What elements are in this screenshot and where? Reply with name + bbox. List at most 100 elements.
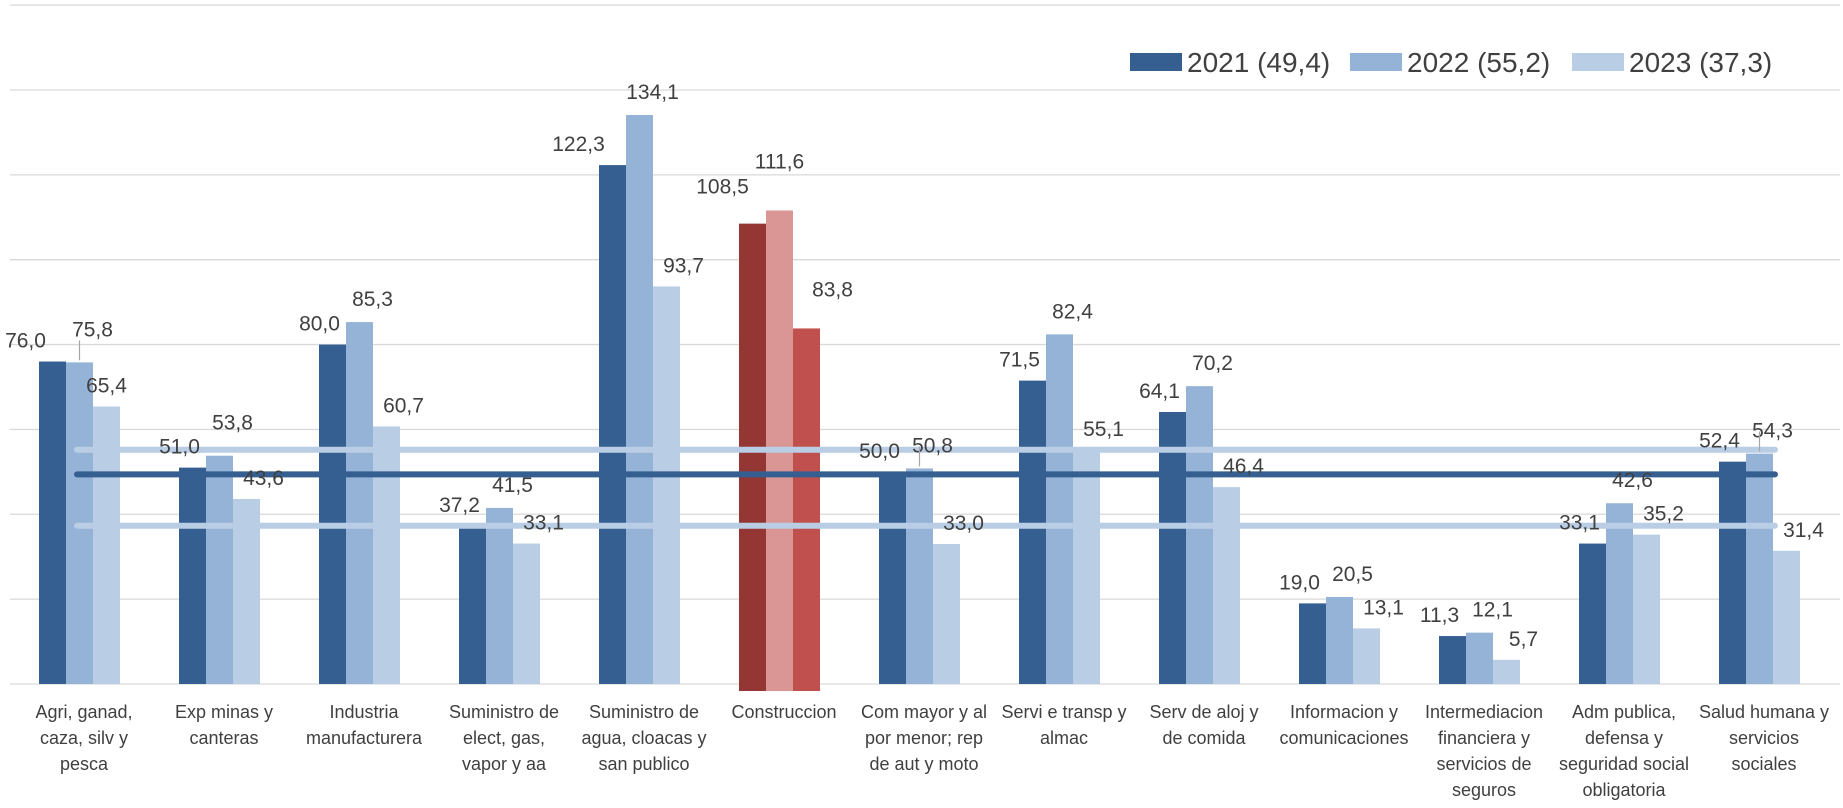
bar-2022 [626, 115, 653, 685]
bar-2023 [1633, 534, 1660, 684]
legend-entry: 2021 (49,4) [1187, 47, 1330, 78]
category-label: de comida [1162, 728, 1246, 748]
data-label: 31,4 [1783, 519, 1824, 542]
data-label: 41,5 [492, 474, 533, 497]
data-label: 75,8 [72, 318, 113, 341]
category-label: financiera y [1438, 728, 1530, 748]
bar-2023 [653, 286, 680, 684]
data-label: 33,0 [943, 512, 984, 535]
category-label: Exp minas y [175, 702, 273, 722]
data-label: 12,1 [1472, 599, 1513, 622]
category-label: Serv de aloj y [1149, 702, 1258, 722]
bar-2023 [513, 543, 540, 684]
category-label: Agri, ganad, [35, 702, 132, 722]
bar-2022 [1186, 386, 1213, 684]
data-label: 37,2 [439, 494, 480, 517]
category-label: vapor y aa [462, 754, 547, 774]
data-label: 11,3 [1420, 604, 1459, 627]
category-label: Salud humana y [1699, 702, 1829, 722]
category-label: servicios de [1436, 754, 1531, 774]
category-label: defensa y [1585, 728, 1663, 748]
data-label: 111,6 [755, 150, 804, 173]
bar-2023 [1353, 628, 1380, 684]
data-label: 20,5 [1332, 563, 1373, 586]
category-label: canteras [189, 728, 258, 748]
category-label: seguridad social [1559, 754, 1689, 774]
bar-2021 [599, 165, 626, 684]
data-label: 108,5 [696, 176, 749, 199]
data-label: 13,1 [1363, 596, 1404, 619]
data-label: 85,3 [352, 288, 393, 311]
data-label: 5,7 [1509, 628, 1538, 651]
data-label: 54,3 [1752, 420, 1793, 443]
category-label: servicios [1729, 728, 1799, 748]
bar-2021 [879, 471, 906, 684]
data-label: 134,1 [626, 81, 679, 104]
data-label: 70,2 [1192, 352, 1233, 375]
category-label: comunicaciones [1279, 728, 1408, 748]
bar-2021 [1019, 380, 1046, 684]
category-label: Informacion y [1290, 702, 1398, 722]
data-label: 71,5 [999, 349, 1040, 372]
data-label: 82,4 [1052, 300, 1093, 323]
legend-entry: 2023 (37,3) [1629, 47, 1772, 78]
bar-2023 [1213, 487, 1240, 684]
category-label: agua, cloacas y [581, 728, 706, 748]
data-label: 51,0 [159, 436, 200, 459]
category-label: Intermediacion [1425, 702, 1543, 722]
bar-2022 [1466, 632, 1493, 684]
bar-2023 [373, 426, 400, 684]
data-label: 65,4 [86, 375, 127, 398]
bar-2021 [1299, 603, 1326, 684]
data-label: 33,1 [523, 512, 564, 535]
category-label: Servi e transp y [1001, 702, 1126, 722]
data-label: 35,2 [1643, 503, 1684, 526]
data-label: 50,8 [912, 434, 953, 457]
legend-swatch [1130, 53, 1182, 71]
data-label: 33,1 [1559, 512, 1600, 535]
bar-2021 [179, 467, 206, 684]
data-label: 46,4 [1223, 455, 1264, 478]
data-label: 52,4 [1699, 430, 1740, 453]
bar-2022 [1606, 503, 1633, 684]
data-label: 50,0 [859, 440, 900, 463]
bar-2023 [933, 543, 960, 684]
data-label: 42,6 [1612, 469, 1653, 492]
category-label: elect, gas, [463, 728, 545, 748]
bar-2022 [346, 322, 373, 684]
bar-2021 [1439, 636, 1466, 684]
bar-2021 [319, 344, 346, 684]
category-label: Com mayor y al [861, 702, 987, 722]
bar-2021 [1159, 412, 1186, 684]
category-label: obligatoria [1582, 780, 1666, 800]
bar-2021 [1579, 543, 1606, 684]
category-label: san publico [598, 754, 689, 774]
category-label: de aut y moto [869, 754, 978, 774]
category-label: Construccion [731, 702, 836, 722]
data-label: 53,8 [212, 412, 253, 435]
category-label: por menor; rep [865, 728, 983, 748]
category-label: almac [1040, 728, 1088, 748]
bar-2023 [1073, 450, 1100, 684]
data-label: 122,3 [552, 133, 605, 156]
category-label: manufacturera [306, 728, 423, 748]
data-label: 83,8 [812, 278, 853, 301]
bar-2022 [486, 507, 513, 684]
category-label: Suministro de [589, 702, 699, 722]
legend-swatch [1572, 53, 1624, 71]
bar-2021 [739, 223, 766, 691]
bar-2023 [233, 499, 260, 684]
category-label: pesca [60, 754, 109, 774]
bar-2022 [906, 468, 933, 684]
bar-2023 [1773, 550, 1800, 684]
bar-2022 [206, 455, 233, 684]
category-label: sociales [1731, 754, 1796, 774]
data-label: 93,7 [663, 254, 704, 277]
data-label: 19,0 [1279, 571, 1320, 594]
data-label: 60,7 [383, 394, 424, 417]
bar-2023 [793, 328, 820, 691]
bar-2023 [1493, 659, 1520, 684]
bar-2022 [1746, 453, 1773, 684]
category-label: Suministro de [449, 702, 559, 722]
